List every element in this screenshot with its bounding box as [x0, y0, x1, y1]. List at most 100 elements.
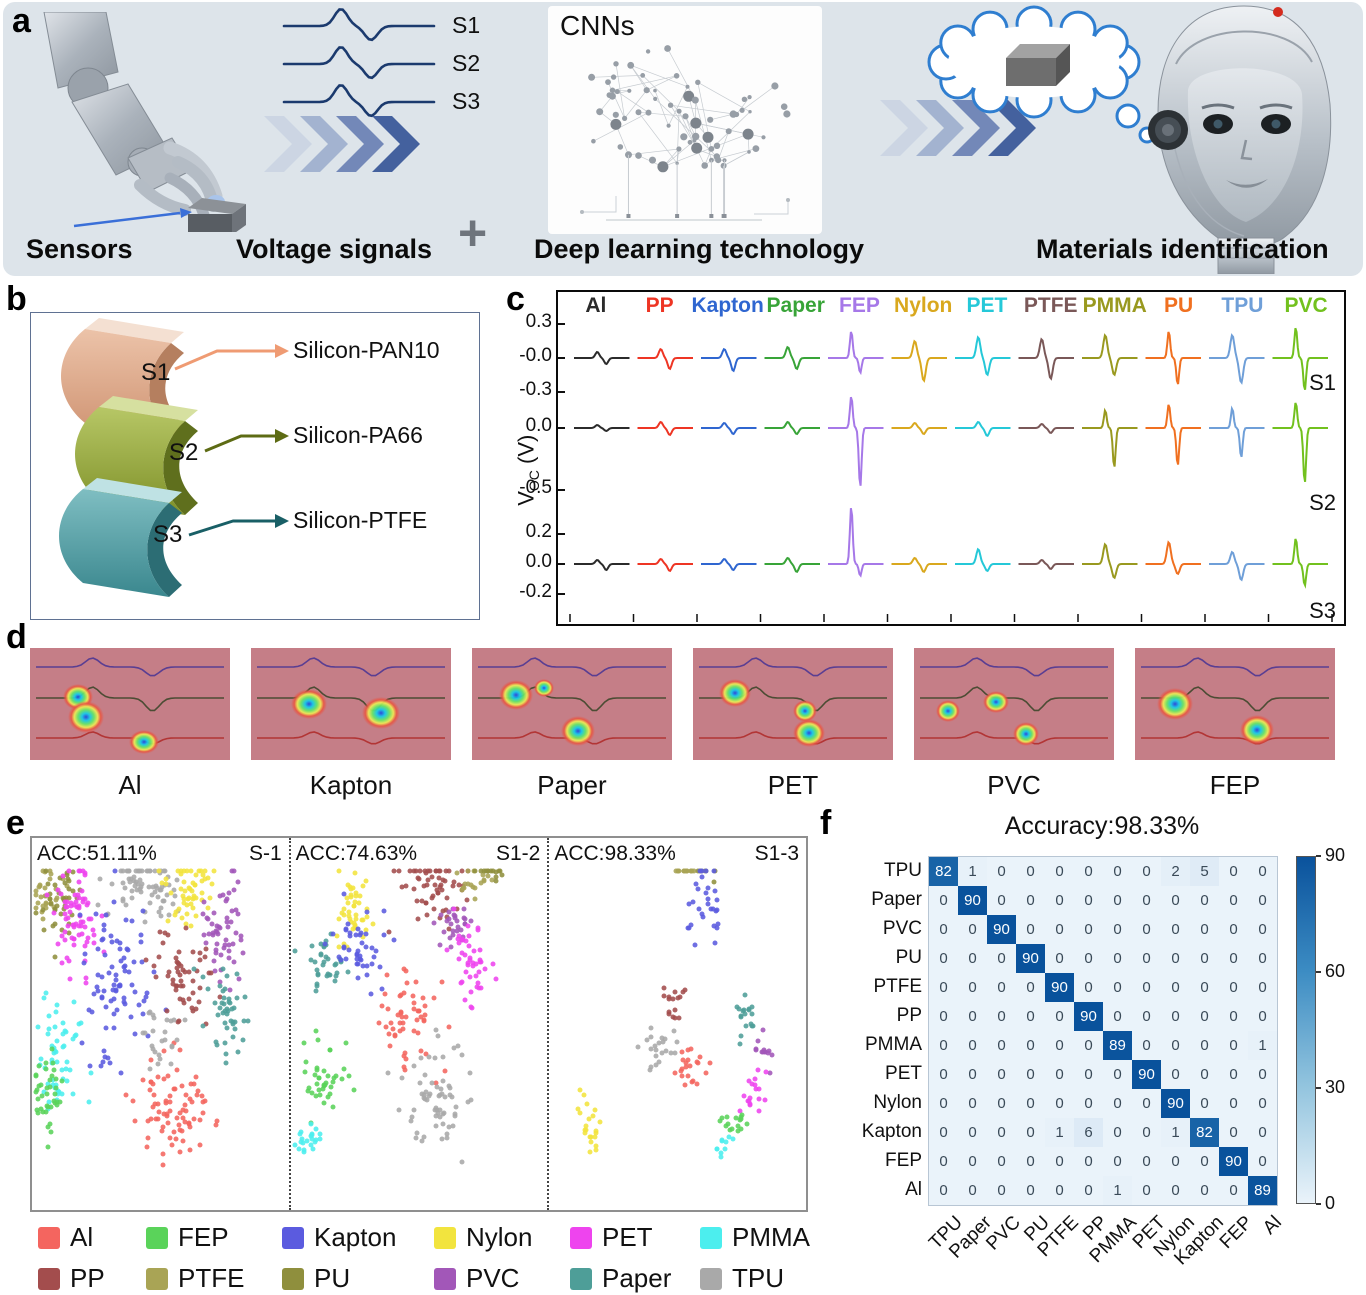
matrix-cell: 0	[1045, 857, 1074, 886]
scatter-point	[644, 1037, 650, 1043]
scatter-point	[421, 1017, 427, 1023]
scatter-point	[111, 982, 117, 988]
scatter-point	[196, 999, 202, 1005]
scatter-point	[205, 905, 211, 911]
scatter-point	[712, 940, 718, 946]
scatter-point	[465, 868, 471, 874]
scatter-point	[224, 1011, 230, 1017]
scatter-point	[188, 868, 194, 874]
scatter-point	[369, 945, 375, 951]
scatter-point	[314, 981, 320, 987]
scatter-point	[189, 888, 195, 894]
scatter-point	[155, 1116, 160, 1122]
matrix-cell: 0	[1161, 1031, 1190, 1060]
c-tick-label: -0.2	[519, 581, 552, 602]
scatter-point	[97, 876, 103, 882]
scatter-point	[682, 987, 688, 993]
heat-blob	[68, 701, 104, 734]
scatter-point	[676, 1015, 682, 1021]
scatter-point	[418, 1048, 424, 1054]
scatter-point	[105, 1055, 111, 1061]
gradcam-image	[251, 648, 451, 760]
gradcam-label: Al	[118, 770, 142, 800]
scatter-point	[33, 892, 39, 898]
colorbar-tick-label: 30	[1325, 1077, 1346, 1097]
scatter-point	[91, 932, 97, 938]
scatter-point	[737, 1041, 743, 1047]
scatter-point	[156, 1052, 162, 1058]
scatter-point	[84, 902, 90, 908]
scatter-point	[468, 989, 474, 995]
scatter-point	[468, 1097, 474, 1103]
scatter-point	[743, 1023, 749, 1029]
scatter-point	[108, 998, 114, 1004]
scatter-point	[175, 960, 181, 966]
scatter-point	[213, 950, 219, 956]
scatter-point	[50, 1077, 56, 1083]
scatter-point	[64, 955, 70, 961]
scatter-point	[312, 1072, 318, 1078]
scatter-point	[575, 1106, 581, 1112]
scatter-point	[345, 921, 351, 927]
material-s2-label: Silicon-PA66	[293, 422, 423, 448]
scatter-point	[419, 898, 425, 904]
scatter-point	[61, 1043, 67, 1049]
matrix-cell: 0	[1132, 857, 1161, 886]
scatter-point	[418, 1014, 424, 1020]
scatter-point	[63, 916, 69, 922]
scatter-point	[81, 960, 87, 966]
scatter-point	[336, 954, 342, 960]
scatter-point	[231, 959, 237, 964]
scatter-point	[222, 1020, 228, 1025]
scatter-point	[421, 1095, 427, 1101]
scatter-point	[79, 888, 85, 894]
scatter-point	[423, 1089, 429, 1095]
scatter-point	[37, 882, 43, 888]
scatter-point	[65, 915, 71, 921]
scatter-point	[466, 933, 472, 939]
legend-label: PET	[602, 1222, 653, 1252]
scatter-point	[160, 940, 166, 946]
scatter-point	[345, 882, 351, 887]
scatter-point	[174, 965, 180, 971]
scatter-point	[161, 1076, 167, 1082]
scatter-point	[170, 901, 176, 907]
scatter-point	[197, 1142, 203, 1148]
scatter-point	[432, 1055, 438, 1061]
scatter-point	[83, 975, 89, 980]
scatter-point	[292, 948, 298, 954]
scatter-point	[360, 963, 366, 969]
scatter-point	[313, 988, 319, 994]
scatter-point	[419, 1138, 425, 1144]
scatter-point	[66, 868, 72, 874]
scatter-point	[459, 1159, 465, 1165]
scatter-point	[241, 1018, 247, 1024]
scatter-point	[422, 868, 428, 874]
scatter-point	[404, 980, 410, 986]
legend-swatch	[434, 1267, 456, 1290]
scatter-point	[177, 972, 183, 978]
scatter-point	[381, 908, 387, 914]
plot-row-label: S1	[1309, 370, 1336, 395]
scatter-point	[659, 1035, 665, 1041]
scatter-point	[325, 1073, 331, 1079]
sensor-set-label: S1-3	[754, 842, 800, 865]
scatter-point	[58, 911, 64, 917]
scatter-point	[309, 1132, 315, 1138]
material-label: PP	[645, 294, 674, 317]
scatter-point	[401, 1053, 407, 1059]
scatter-point	[238, 933, 244, 939]
scatter-point	[729, 1126, 735, 1132]
matrix-cell: 90	[1016, 944, 1045, 973]
matrix-cell: 0	[1045, 886, 1074, 915]
scatter-point	[171, 887, 177, 893]
scatter-point	[440, 908, 446, 914]
heat-blob	[1013, 722, 1039, 747]
matrix-cell: 0	[1103, 886, 1132, 915]
matrix-cell: 0	[1103, 1118, 1132, 1147]
scatter-point	[756, 1108, 762, 1114]
scatter-point	[314, 967, 320, 973]
scatter-point	[223, 1060, 229, 1066]
scatter-point	[95, 946, 101, 952]
scatter-point	[459, 1052, 465, 1058]
